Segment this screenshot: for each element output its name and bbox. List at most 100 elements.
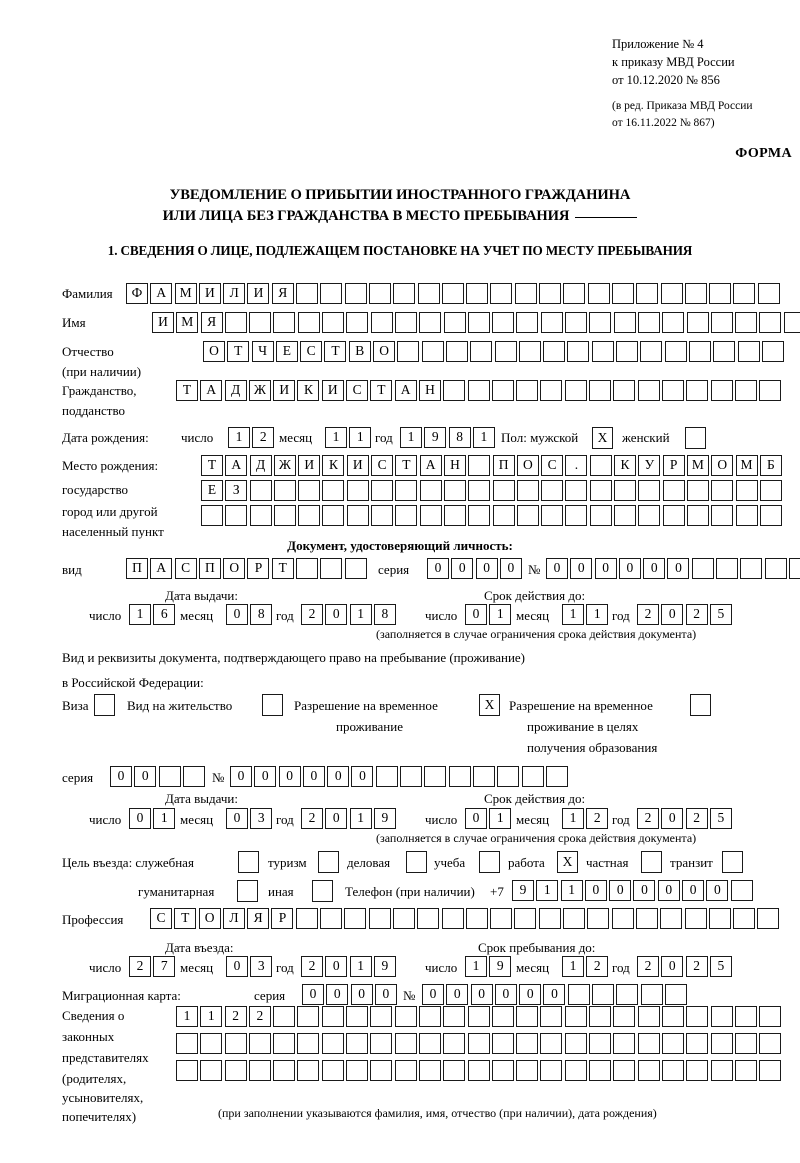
char-cell[interactable]	[735, 505, 758, 526]
char-cell[interactable]	[709, 283, 732, 304]
char-cell[interactable]	[733, 908, 756, 929]
char-cell[interactable]: О	[373, 341, 396, 362]
checkbox-purpose-work[interactable]: X	[557, 851, 578, 873]
char-cell[interactable]: Ж	[248, 380, 271, 401]
char-cell[interactable]	[734, 1006, 757, 1027]
char-cell[interactable]: 0	[682, 880, 705, 901]
char-cell[interactable]: Ж	[273, 455, 296, 476]
char-cell[interactable]	[321, 1033, 344, 1054]
char-cell[interactable]: 0	[570, 558, 593, 579]
char-cell[interactable]	[616, 984, 639, 1005]
char-cell[interactable]: 1	[325, 427, 347, 448]
char-cell[interactable]: Т	[174, 908, 197, 929]
char-cell[interactable]	[346, 480, 369, 501]
field-legal-rep-line-2[interactable]	[176, 1033, 782, 1054]
char-cell[interactable]	[346, 505, 369, 526]
char-cell[interactable]	[589, 312, 612, 333]
char-cell[interactable]	[516, 1006, 539, 1027]
char-cell[interactable]	[468, 455, 491, 476]
checkbox-sex-female[interactable]	[685, 427, 706, 449]
char-cell[interactable]	[397, 341, 420, 362]
char-cell[interactable]	[320, 283, 343, 304]
char-cell[interactable]	[320, 908, 343, 929]
char-cell[interactable]	[684, 908, 707, 929]
char-cell[interactable]	[465, 908, 488, 929]
char-cell[interactable]	[541, 505, 564, 526]
char-cell[interactable]	[637, 1033, 660, 1054]
char-cell[interactable]	[491, 1006, 514, 1027]
char-cell[interactable]	[564, 1006, 587, 1027]
char-cell[interactable]	[298, 480, 321, 501]
char-cell[interactable]: 5	[709, 604, 732, 625]
char-cell[interactable]: 1	[129, 604, 151, 625]
char-cell[interactable]	[640, 984, 663, 1005]
char-cell[interactable]: Т	[324, 341, 347, 362]
char-cell[interactable]	[394, 1060, 417, 1081]
char-cell[interactable]: 0	[351, 766, 374, 787]
char-cell[interactable]	[540, 312, 563, 333]
char-cell[interactable]	[637, 312, 660, 333]
char-cell[interactable]	[322, 505, 345, 526]
char-cell[interactable]	[711, 505, 734, 526]
char-cell[interactable]	[249, 312, 272, 333]
char-cell[interactable]	[368, 908, 391, 929]
char-cell[interactable]: 2	[252, 427, 275, 448]
char-cell[interactable]: 2	[685, 604, 708, 625]
char-cell[interactable]	[297, 1060, 320, 1081]
char-cell[interactable]	[543, 341, 566, 362]
char-cell[interactable]: 0	[594, 558, 617, 579]
char-cell[interactable]: 9	[373, 808, 396, 829]
char-cell[interactable]: 1	[153, 808, 176, 829]
char-cell[interactable]: 1	[472, 427, 495, 448]
checkbox-purpose-official[interactable]	[238, 851, 259, 873]
char-cell[interactable]	[443, 1006, 466, 1027]
char-cell[interactable]	[589, 455, 612, 476]
char-cell[interactable]	[733, 283, 756, 304]
char-cell[interactable]: Ф	[126, 283, 148, 304]
char-cell[interactable]	[443, 380, 466, 401]
char-cell[interactable]: Т	[176, 380, 198, 401]
char-cell[interactable]: 2	[301, 808, 323, 829]
char-cell[interactable]	[320, 558, 343, 579]
char-cell[interactable]	[298, 505, 321, 526]
char-cell[interactable]	[637, 1006, 660, 1027]
char-cell[interactable]: И	[346, 455, 369, 476]
char-cell[interactable]: 2	[586, 808, 609, 829]
char-cell[interactable]	[587, 283, 610, 304]
char-cell[interactable]	[346, 1060, 369, 1081]
char-cell[interactable]	[514, 283, 537, 304]
char-cell[interactable]: 0	[543, 984, 566, 1005]
char-cell[interactable]: 1	[349, 427, 372, 448]
char-cell[interactable]	[688, 341, 711, 362]
char-cell[interactable]	[713, 341, 736, 362]
char-cell[interactable]	[224, 312, 247, 333]
char-cell[interactable]: М	[176, 312, 199, 333]
char-cell[interactable]	[516, 1033, 539, 1054]
char-cell[interactable]: 5	[709, 956, 732, 977]
char-cell[interactable]	[467, 1006, 490, 1027]
char-cell[interactable]	[686, 1060, 709, 1081]
checkbox-purpose-business[interactable]	[406, 851, 427, 873]
char-cell[interactable]	[613, 312, 636, 333]
char-cell[interactable]	[395, 505, 418, 526]
char-cell[interactable]: И	[321, 380, 344, 401]
char-cell[interactable]	[759, 505, 782, 526]
char-cell[interactable]	[400, 766, 423, 787]
char-cell[interactable]: 0	[451, 558, 474, 579]
char-cell[interactable]	[468, 505, 491, 526]
char-cell[interactable]	[322, 312, 345, 333]
char-cell[interactable]: 0	[422, 984, 444, 1005]
char-cell[interactable]: 2	[301, 604, 323, 625]
char-cell[interactable]: Т	[370, 380, 393, 401]
char-cell[interactable]: 0	[226, 956, 248, 977]
char-cell[interactable]: Р	[247, 558, 270, 579]
